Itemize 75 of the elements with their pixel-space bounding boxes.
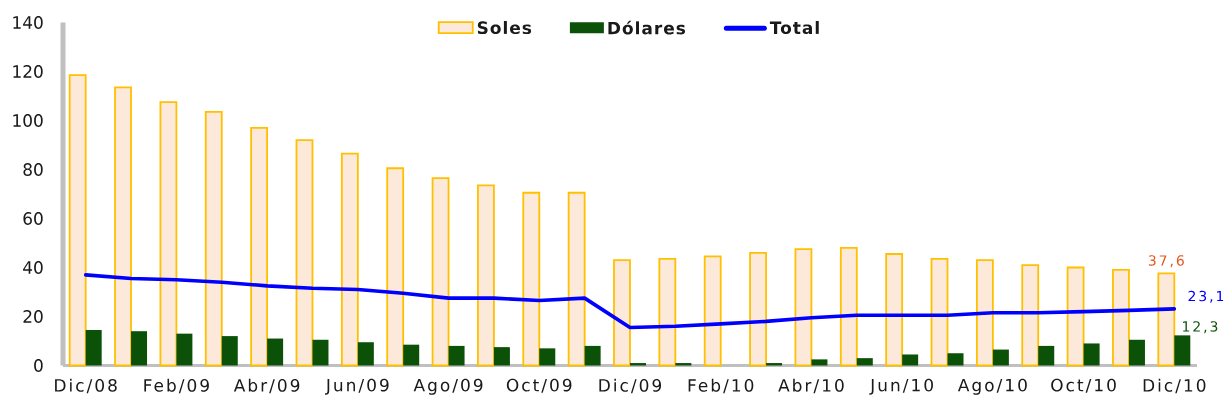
bar <box>856 358 873 366</box>
data-label: 12,3 <box>1183 321 1218 334</box>
bar <box>1083 343 1100 366</box>
bar <box>448 345 465 366</box>
bar <box>312 339 329 366</box>
bar <box>221 336 238 366</box>
bar <box>539 348 556 366</box>
x-tick-label: Ago/10 <box>957 378 1027 395</box>
bar <box>930 258 949 367</box>
legend-label: Dólares <box>608 20 686 35</box>
bar <box>1128 339 1145 366</box>
bar <box>749 251 767 367</box>
x-tick-label: Jun/09 <box>325 378 389 395</box>
bar <box>1174 335 1191 366</box>
bar <box>1112 269 1130 367</box>
x-tick-label: Ago/09 <box>413 378 483 395</box>
bar <box>613 259 631 367</box>
x-tick-label: Feb/09 <box>144 378 209 394</box>
bar <box>477 184 495 367</box>
bar <box>357 342 374 366</box>
bar <box>902 354 919 366</box>
bar <box>131 331 148 366</box>
bar <box>493 347 510 366</box>
bar <box>522 191 541 367</box>
bar <box>204 111 223 367</box>
y-tick-label: 100 <box>13 114 43 127</box>
legend-label: Total <box>769 21 819 35</box>
bar <box>766 363 783 366</box>
bar <box>176 333 193 366</box>
bar <box>403 344 420 366</box>
bar <box>340 152 359 367</box>
data-label: 37,6 <box>1148 255 1184 268</box>
y-tick-label: 0 <box>34 359 43 372</box>
bar <box>114 86 132 367</box>
y-tick-label: 140 <box>13 16 43 29</box>
x-tick-label: Dic/08 <box>55 378 117 394</box>
bar <box>703 255 722 367</box>
bar <box>386 167 405 367</box>
bar <box>885 253 904 367</box>
x-tick-label: Abr/10 <box>778 378 844 394</box>
bar <box>431 177 450 367</box>
y-tick-label: 80 <box>23 163 43 176</box>
data-label: 23,1 <box>1188 290 1224 303</box>
bar <box>811 359 828 366</box>
bar <box>992 349 1009 366</box>
bar <box>1038 345 1055 366</box>
bar <box>250 126 269 367</box>
bar <box>1066 266 1085 367</box>
y-tick-label: 120 <box>13 65 43 78</box>
x-tick-label: Feb/10 <box>688 378 754 394</box>
bar <box>947 353 964 366</box>
bar <box>567 191 586 367</box>
x-tick-label: Jun/10 <box>869 378 933 395</box>
bar <box>295 139 314 367</box>
x-tick-label: Abr/09 <box>233 378 300 394</box>
bar <box>839 247 858 367</box>
x-tick-label: Oct/09 <box>506 378 572 393</box>
bar <box>658 258 677 367</box>
bar <box>975 259 994 367</box>
x-tick-label: Dic/09 <box>599 378 662 394</box>
x-tick-label: Oct/10 <box>1051 378 1116 393</box>
x-tick-label: Dic/10 <box>1143 378 1206 394</box>
bar <box>85 329 102 366</box>
bar <box>267 338 284 366</box>
legend-label: Soles <box>477 21 532 35</box>
y-tick-label: 60 <box>23 212 43 225</box>
bar <box>794 248 813 367</box>
y-tick-label: 20 <box>23 310 43 323</box>
bar <box>630 363 646 366</box>
bar <box>1157 272 1176 367</box>
bar <box>1021 264 1040 367</box>
bar <box>159 101 178 367</box>
bar <box>675 363 692 366</box>
bar <box>584 345 601 366</box>
y-tick-label: 40 <box>23 261 43 274</box>
